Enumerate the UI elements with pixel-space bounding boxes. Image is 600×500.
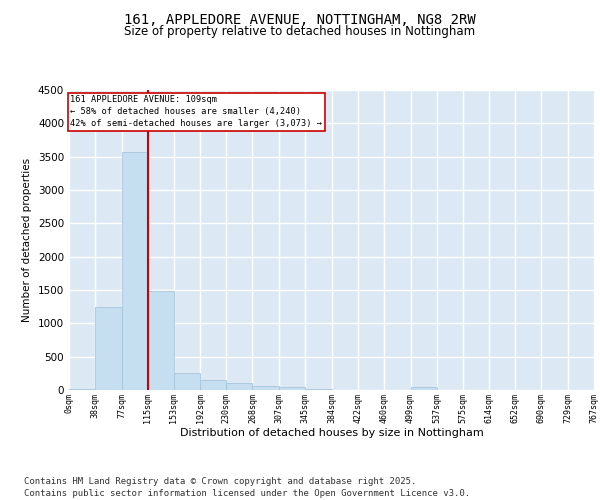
Text: 161 APPLEDORE AVENUE: 109sqm
← 58% of detached houses are smaller (4,240)
42% of: 161 APPLEDORE AVENUE: 109sqm ← 58% of de…: [70, 96, 322, 128]
Bar: [95, 306, 122, 390]
Bar: [174, 374, 200, 390]
Text: Contains HM Land Registry data © Crown copyright and database right 2025.
Contai: Contains HM Land Registry data © Crown c…: [24, 476, 470, 498]
Bar: [69, 388, 95, 390]
Bar: [253, 386, 279, 390]
Bar: [226, 384, 253, 390]
Bar: [122, 152, 148, 390]
Bar: [148, 292, 174, 390]
Text: 161, APPLEDORE AVENUE, NOTTINGHAM, NG8 2RW: 161, APPLEDORE AVENUE, NOTTINGHAM, NG8 2…: [124, 12, 476, 26]
Bar: [279, 388, 305, 390]
Y-axis label: Number of detached properties: Number of detached properties: [22, 158, 32, 322]
Bar: [410, 386, 437, 390]
Bar: [200, 380, 226, 390]
X-axis label: Distribution of detached houses by size in Nottingham: Distribution of detached houses by size …: [179, 428, 484, 438]
Text: Size of property relative to detached houses in Nottingham: Size of property relative to detached ho…: [124, 25, 476, 38]
